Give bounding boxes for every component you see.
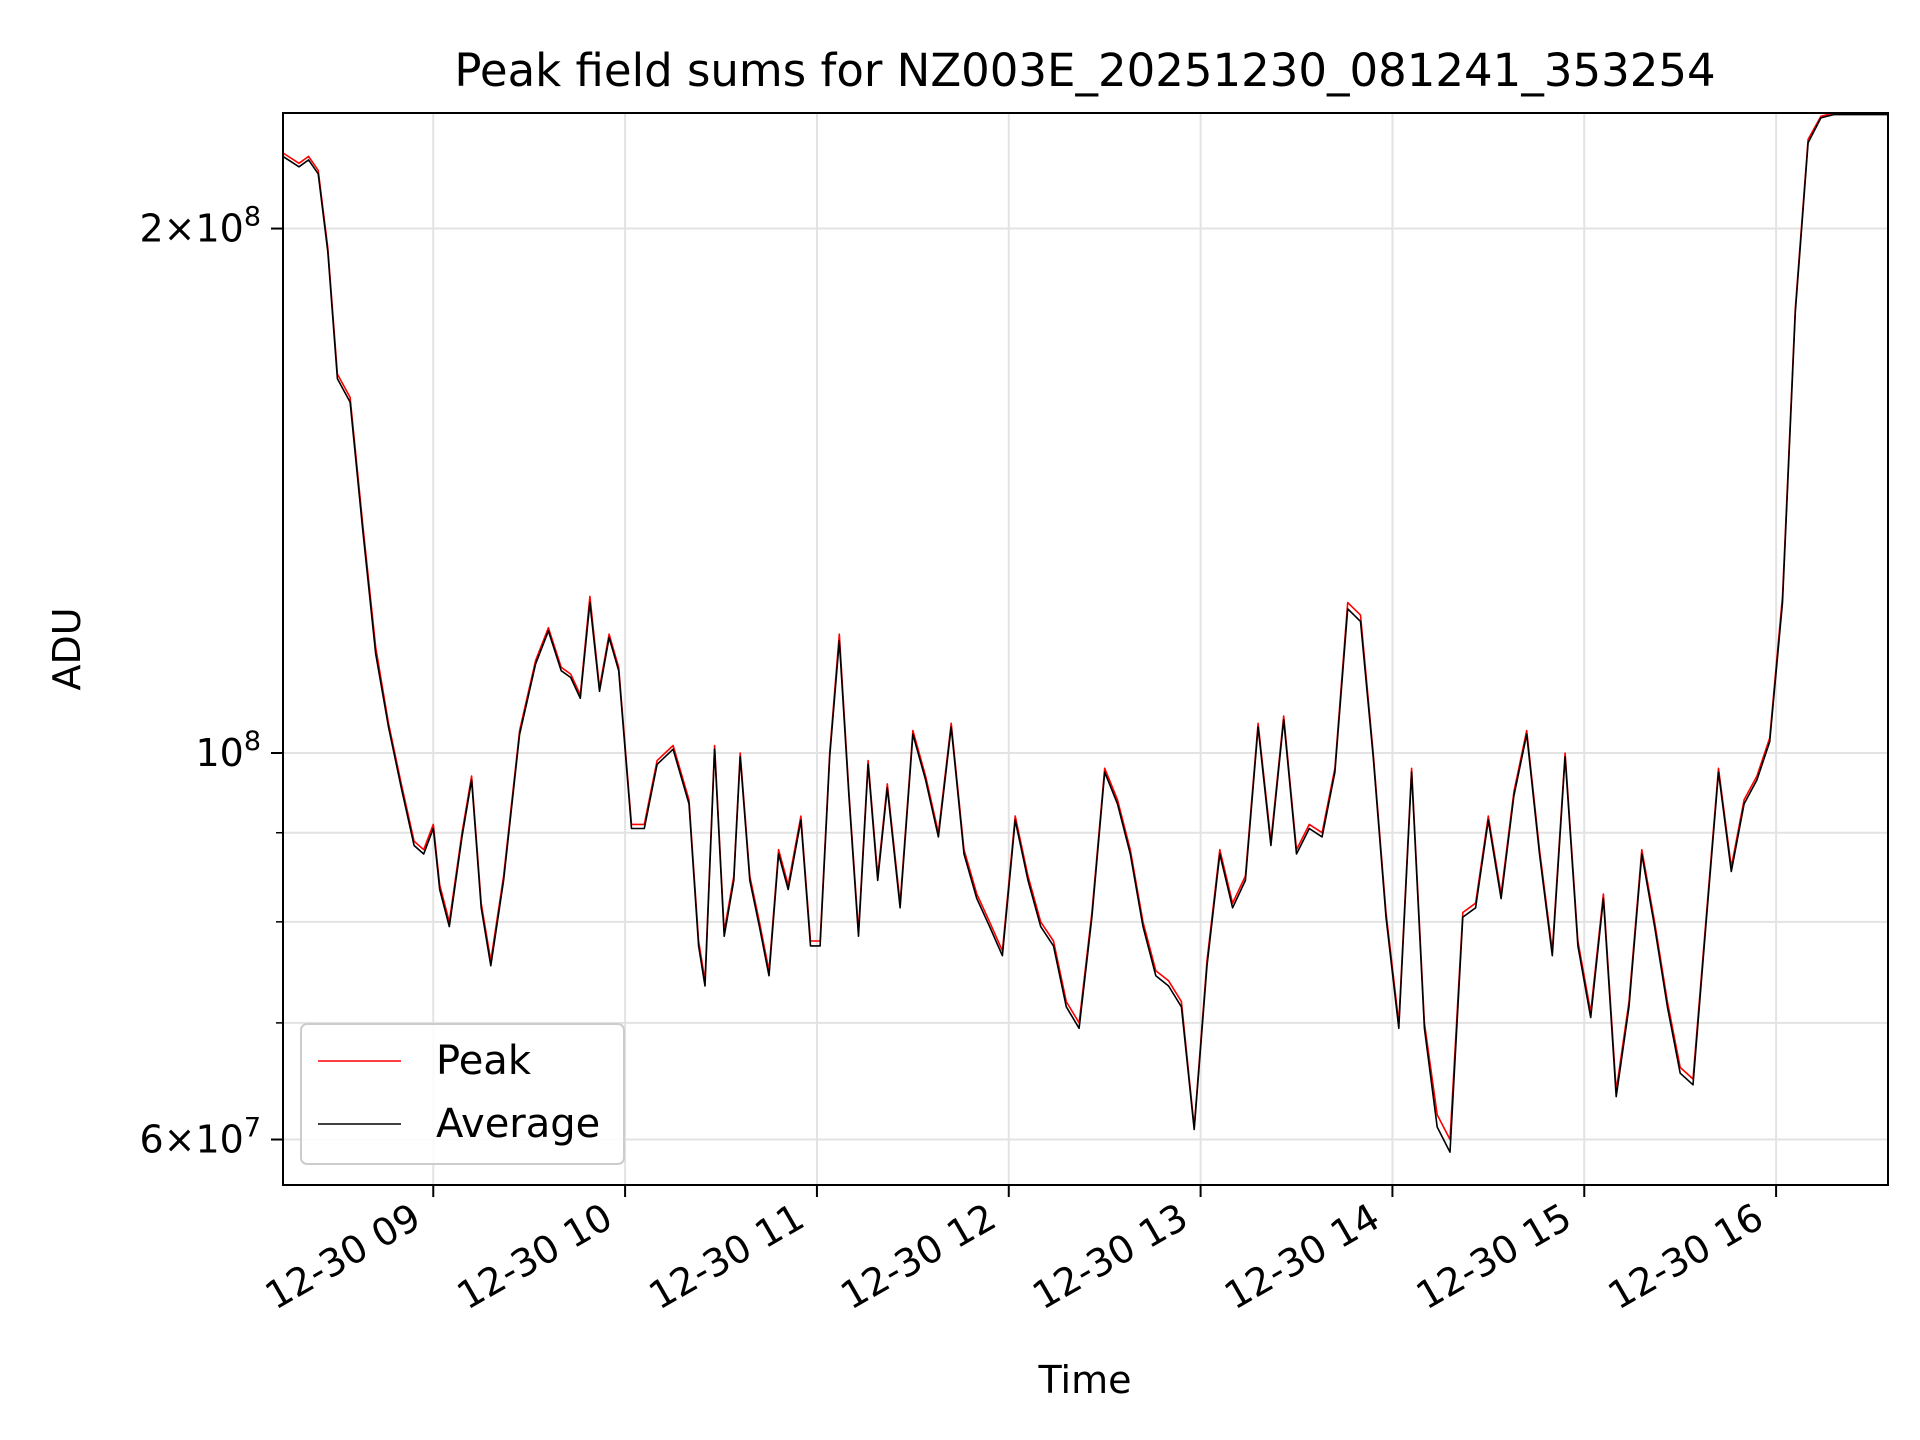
legend-box [300, 1023, 625, 1165]
legend-label-peak: Peak [436, 1038, 532, 1084]
x-axis-label: Time [1038, 1358, 1132, 1402]
legend-label-average: Average [436, 1101, 600, 1147]
series-line-average [282, 113, 1888, 1153]
y-axis-label: ADU [45, 607, 89, 690]
series-layer [282, 112, 1888, 1153]
plot-frame [282, 112, 1889, 1186]
legend: Peak Average [300, 1023, 625, 1165]
y-tick-label: 2×108 [139, 202, 261, 251]
y-tick-label: 108 [195, 726, 261, 775]
chart-title: Peak field sums for NZ003E_20251230_0812… [454, 44, 1715, 97]
y-tick-label: 6×107 [139, 1113, 261, 1162]
